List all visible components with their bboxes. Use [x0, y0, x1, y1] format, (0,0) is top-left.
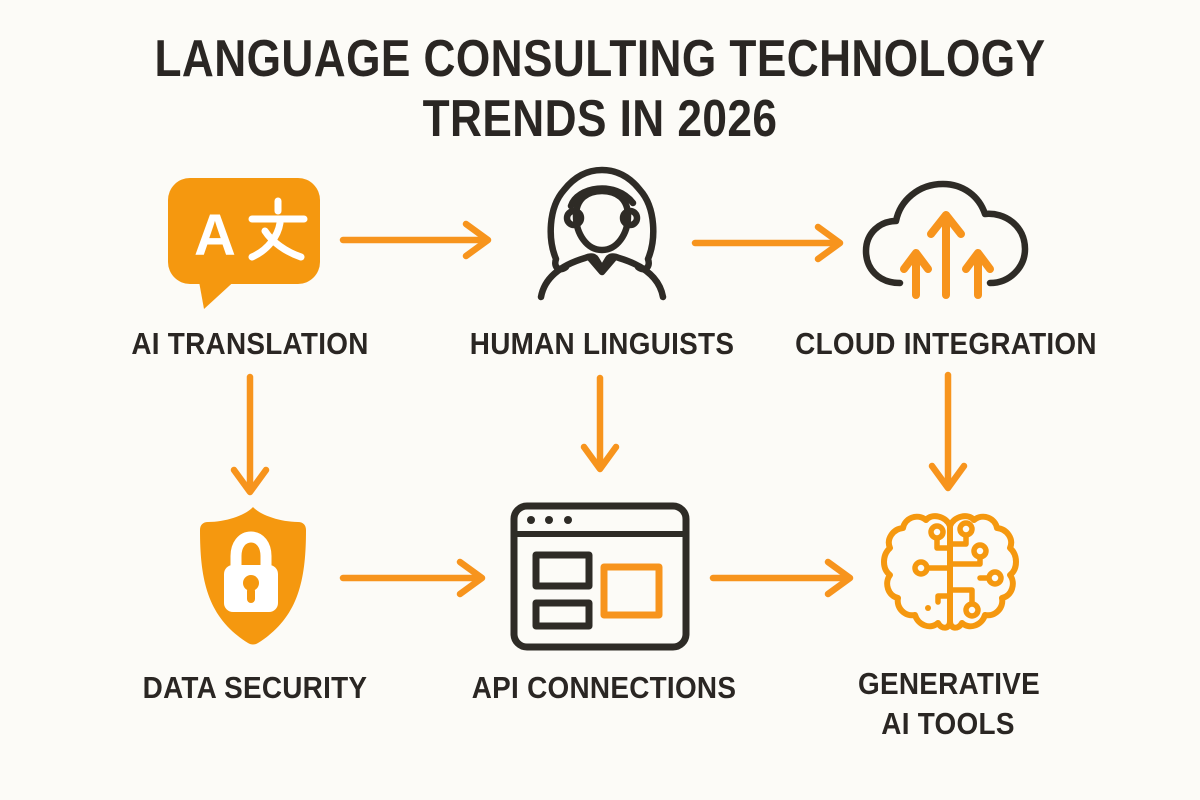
- arrow-api-connections-to-generative-ai-tools: [709, 558, 854, 598]
- arrow-human-linguists-to-api-connections: [580, 374, 620, 473]
- node-label-ai-translation: AI TRANSLATION: [131, 326, 369, 361]
- arrow-ai-translation-to-human-linguists: [339, 220, 492, 260]
- brain-circuit-icon: [880, 508, 1020, 646]
- shield-padlock-icon: [188, 503, 318, 651]
- page-title-line2: TRENDS IN 2026: [422, 89, 778, 148]
- page-title-line1: LANGUAGE CONSULTING TECHNOLOGY: [154, 30, 1046, 88]
- node-label-generative-ai-tools: GENERATIVE AI TOOLS: [858, 666, 1041, 742]
- node-label-cloud-integration: CLOUD INTEGRATION: [795, 326, 1097, 361]
- node-label-api-connections: API CONNECTIONS: [471, 670, 737, 705]
- upload-arrows: [900, 211, 994, 299]
- browser-window-icon: [510, 502, 690, 652]
- arrow-ai-translation-to-data-security: [230, 373, 270, 496]
- arrow-data-security-to-api-connections: [339, 558, 486, 598]
- translation-chat-bubble-icon: A: [168, 178, 320, 312]
- circuit-traces: [912, 520, 1004, 619]
- node-label-data-security: DATA SECURITY: [142, 670, 368, 705]
- cloud-upload-arrows-icon: [858, 170, 1033, 305]
- cjk-wen-glyph: [248, 197, 308, 261]
- arrow-cloud-integration-to-generative-ai-tools: [928, 371, 968, 492]
- arrow-human-linguists-to-cloud-integration: [691, 223, 844, 263]
- latin-a-glyph: A: [194, 203, 236, 268]
- page-title: LANGUAGE CONSULTING TECHNOLOGY TRENDS IN…: [90, 30, 1110, 150]
- node-label-human-linguists: HUMAN LINGUISTS: [469, 326, 735, 361]
- woman-person-icon: [527, 160, 677, 308]
